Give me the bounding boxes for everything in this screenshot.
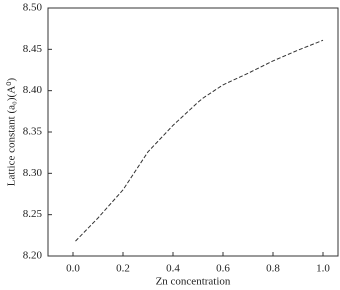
x-tick-label: 1.0 <box>316 263 330 275</box>
y-tick-label: 8.50 <box>23 2 43 14</box>
y-tick-label: 8.40 <box>23 84 43 96</box>
plot-frame <box>47 7 339 257</box>
x-tick-label: 0.8 <box>266 263 280 275</box>
x-tick-label: 0.6 <box>216 263 230 275</box>
y-tick-label: 8.35 <box>23 126 43 138</box>
line <box>75 39 324 242</box>
y-tick-label: 8.45 <box>23 43 43 55</box>
x-tick-label: 0.0 <box>66 263 80 275</box>
x-tick-label: 0.2 <box>116 263 130 275</box>
y-axis-label: Lattice constant (a₀)(A⁰) <box>6 77 18 186</box>
y-tick-label: 8.30 <box>23 167 43 179</box>
x-tick-label: 0.4 <box>166 263 180 275</box>
y-tick-label: 8.20 <box>23 250 43 262</box>
x-axis-label: Zn concentration <box>156 276 231 288</box>
y-tick-label: 8.25 <box>23 208 43 220</box>
